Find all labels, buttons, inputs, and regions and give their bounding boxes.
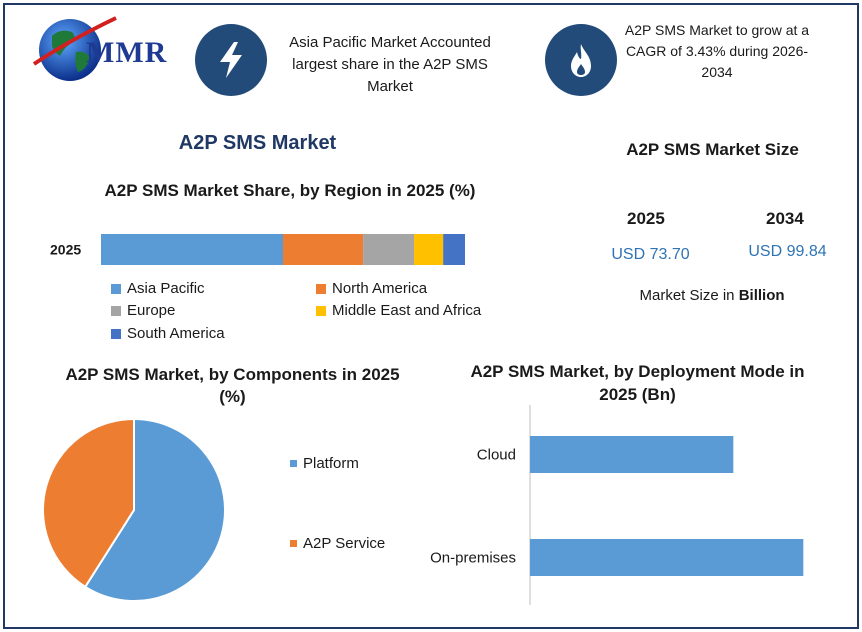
legend-south-america: South America: [111, 325, 225, 342]
flame-icon: [571, 44, 591, 77]
value-2034: USD 99.84: [748, 243, 827, 260]
lightning-icon-badge: [195, 24, 267, 96]
region-bar-segment: [101, 234, 283, 265]
page-frame: [3, 3, 859, 629]
deployment-bar-on-premises: [530, 539, 804, 576]
lightning-icon: [220, 42, 242, 78]
value-2025: USD 73.70: [611, 246, 690, 263]
globe-icon: [32, 16, 117, 81]
region-bar-segment: [414, 234, 444, 265]
flame-icon-badge: [545, 24, 617, 96]
legend-north-america: North America: [316, 280, 427, 297]
region-chart: 2025: [50, 234, 465, 265]
year-2034-label: 2034: [766, 209, 804, 228]
components-chart-title: A2P SMS Market, by Components in 2025 (%…: [65, 365, 400, 406]
region-bar-segment: [443, 234, 465, 265]
mmr-logo: [30, 12, 180, 84]
legend-middle-east-africa: Middle East and Africa: [316, 302, 481, 319]
deployment-category-label: On-premises: [430, 550, 516, 567]
pie-slice-a2p-service: [42, 418, 135, 589]
components-pie-chart: [42, 418, 226, 602]
legend-europe: Europe: [111, 302, 175, 319]
info-asia-pacific: Asia Pacific Market Accounted largest sh…: [289, 34, 491, 95]
region-bar-segment: [283, 234, 364, 265]
main-title: A2P SMS Market: [178, 132, 337, 154]
logo-text: MMR: [86, 36, 168, 69]
deployment-category-label: Cloud: [477, 447, 516, 464]
legend-asia-pacific: Asia Pacific: [111, 280, 205, 297]
market-size-title: A2P SMS Market Size: [626, 140, 799, 159]
region-category-label: 2025: [50, 242, 81, 258]
deployment-bar-cloud: [530, 436, 734, 473]
market-size-unit-note: Market Size in Billion: [639, 287, 785, 304]
info-cagr: A2P SMS Market to grow at a CAGR of 3.43…: [624, 22, 810, 80]
region-chart-title: A2P SMS Market Share, by Region in 2025 …: [104, 181, 476, 200]
legend-platform: Platform: [290, 455, 359, 472]
deployment-bar-chart: Cloud On-premises: [430, 405, 804, 605]
region-bar-segment: [363, 234, 415, 265]
year-2025-label: 2025: [627, 209, 665, 228]
legend-a2p-service: A2P Service: [290, 535, 385, 552]
deployment-chart-title: A2P SMS Market, by Deployment Mode in 20…: [470, 362, 805, 404]
pie-slice-platform: [83, 418, 226, 602]
